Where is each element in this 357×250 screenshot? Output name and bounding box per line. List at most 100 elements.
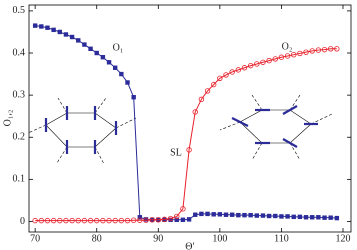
point (211, 212, 216, 217)
point (106, 217, 112, 224)
plot-frame (28, 4, 352, 233)
point (279, 214, 284, 219)
point (223, 72, 229, 78)
point (174, 217, 179, 222)
point (180, 217, 186, 222)
point (223, 212, 229, 217)
point (155, 217, 161, 223)
point (124, 217, 131, 224)
point (273, 213, 278, 219)
point (328, 215, 333, 220)
point (174, 213, 180, 220)
point (193, 212, 198, 217)
point (167, 215, 174, 222)
point (199, 211, 204, 217)
point (63, 32, 69, 37)
point (315, 47, 322, 53)
point (69, 34, 75, 40)
y-tick-label: 0.5 (13, 5, 26, 16)
point (217, 75, 223, 81)
y-tick-label: 0 (20, 216, 25, 227)
point (76, 38, 81, 43)
point (112, 217, 118, 224)
y-axis-label: O₁,₂ (2, 110, 13, 127)
point (57, 29, 62, 35)
y-tick-label: 0.3 (13, 89, 26, 100)
point (45, 25, 50, 30)
point (125, 80, 130, 85)
point (235, 67, 242, 73)
point (186, 147, 192, 153)
point (247, 62, 254, 69)
point (266, 57, 272, 64)
point (38, 217, 45, 224)
point (327, 46, 334, 52)
point (316, 215, 321, 220)
point (137, 215, 143, 220)
point (260, 213, 266, 218)
point (180, 206, 186, 212)
point (204, 88, 211, 94)
point (310, 215, 315, 220)
series-line (35, 48, 337, 222)
point (69, 217, 75, 224)
point (241, 65, 248, 71)
x-tick-label: 110 (274, 233, 289, 244)
point (51, 27, 56, 33)
point (303, 49, 309, 55)
point (119, 71, 124, 77)
point (186, 217, 192, 222)
point (39, 24, 44, 29)
point (309, 48, 315, 54)
point (100, 217, 106, 224)
y-tick-label: 0.1 (13, 174, 26, 185)
x-tick-label: 70 (30, 233, 40, 244)
y-tick-label: 0.4 (13, 47, 26, 58)
point (260, 59, 266, 65)
point (100, 55, 106, 60)
point (106, 60, 112, 65)
point (94, 50, 99, 56)
point (57, 217, 63, 224)
x-axis-label: Θ′ (185, 241, 194, 250)
x-tick-label: 80 (92, 233, 102, 244)
point (236, 212, 241, 218)
point (303, 215, 309, 220)
point (44, 217, 51, 224)
point (285, 214, 290, 219)
point (137, 217, 143, 223)
point (266, 213, 272, 219)
point (248, 212, 253, 218)
point (211, 81, 217, 88)
point (229, 212, 235, 217)
point (217, 212, 223, 217)
point (254, 213, 260, 218)
point (161, 216, 168, 223)
point (130, 217, 137, 223)
point (229, 69, 235, 75)
point (291, 51, 297, 58)
point (284, 53, 291, 59)
point (242, 212, 247, 218)
inset-right (219, 94, 333, 161)
annotation: SL (170, 147, 182, 158)
series-label: O₂ (282, 41, 293, 52)
point (118, 217, 125, 224)
point (278, 54, 285, 60)
point (143, 217, 149, 222)
point (131, 95, 136, 100)
point (81, 217, 88, 224)
point (94, 217, 100, 224)
point (168, 217, 173, 222)
point (112, 65, 118, 70)
point (143, 217, 149, 223)
point (63, 217, 69, 224)
point (192, 109, 198, 115)
point (297, 50, 303, 57)
point (254, 61, 260, 67)
point (198, 96, 205, 103)
point (297, 214, 303, 220)
x-tick-label: 100 (212, 233, 227, 244)
point (75, 217, 81, 224)
